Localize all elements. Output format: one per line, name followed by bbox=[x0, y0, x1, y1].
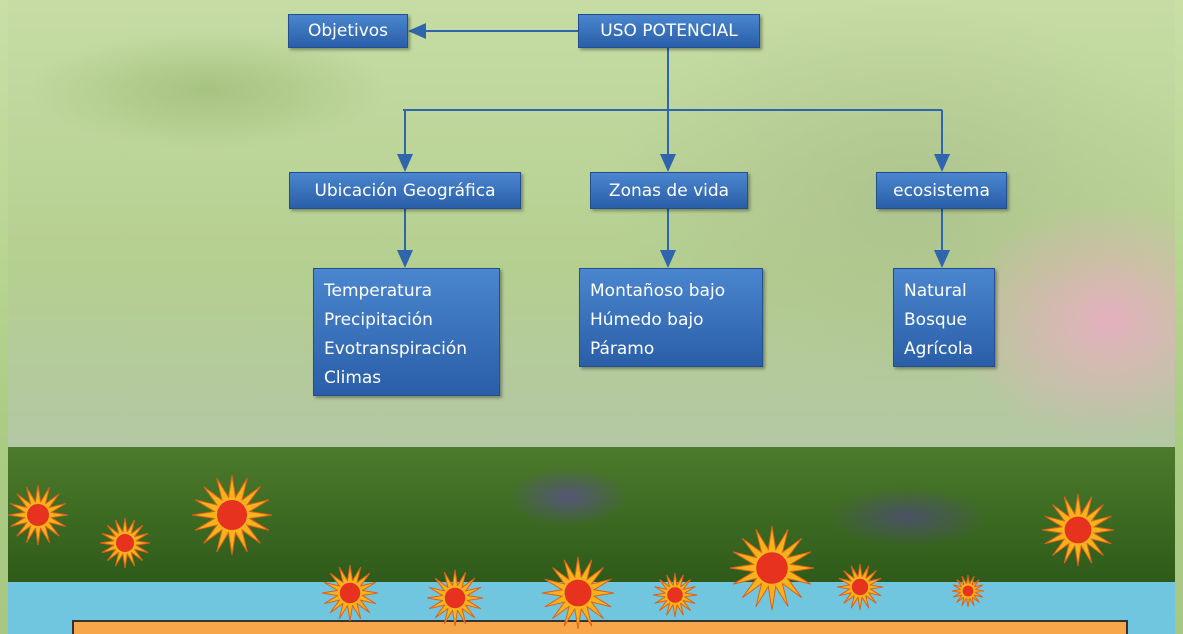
sun-core bbox=[339, 582, 361, 604]
sun-core bbox=[851, 578, 869, 596]
item: Climas bbox=[324, 364, 489, 393]
sun-core bbox=[666, 586, 684, 604]
detail-box: Natural Bosque Agrícola bbox=[893, 268, 995, 367]
node: Ubicación Geográfica bbox=[289, 172, 521, 209]
sun-core bbox=[1064, 516, 1093, 545]
sun-core bbox=[564, 579, 593, 608]
sun-core bbox=[26, 503, 50, 527]
item: Montañoso bajo bbox=[590, 277, 752, 306]
detail-box: Temperatura Precipitación Evotranspiraci… bbox=[313, 268, 500, 396]
item: Agrícola bbox=[904, 335, 984, 364]
sun-core bbox=[962, 585, 975, 598]
node: ecosistema bbox=[876, 172, 1007, 209]
sun-core bbox=[755, 551, 789, 585]
node: Objetivos bbox=[288, 14, 408, 48]
sun-core bbox=[444, 587, 466, 609]
node: USO POTENCIAL bbox=[578, 14, 760, 48]
item: Bosque bbox=[904, 306, 984, 335]
item: Evotranspiración bbox=[324, 335, 489, 364]
sun-core bbox=[216, 499, 248, 531]
item: Natural bbox=[904, 277, 984, 306]
node: Zonas de vida bbox=[590, 172, 748, 209]
item: Páramo bbox=[590, 335, 752, 364]
detail-box: Montañoso bajo Húmedo bajo Páramo bbox=[579, 268, 763, 367]
item: Húmedo bajo bbox=[590, 306, 752, 335]
item: Temperatura bbox=[324, 277, 489, 306]
sun-core bbox=[115, 533, 135, 553]
item: Precipitación bbox=[324, 306, 489, 335]
diagram: Objetivos USO POTENCIAL Ubicación Geográ… bbox=[0, 0, 1183, 634]
